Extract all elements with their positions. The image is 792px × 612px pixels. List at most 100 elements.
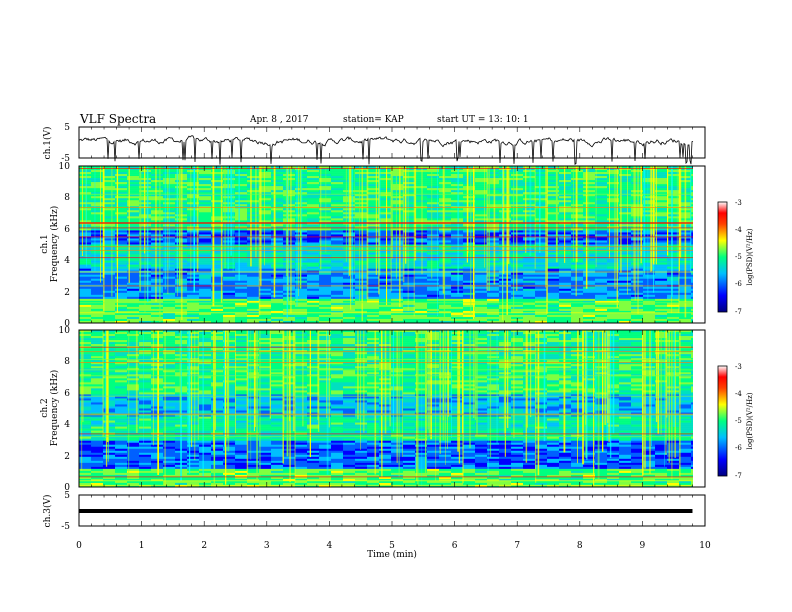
spectrogram-cell — [391, 280, 404, 284]
spectrogram-cell — [187, 186, 200, 189]
spectrogram-cell — [475, 320, 488, 324]
spectrogram-cell — [451, 236, 464, 239]
spectrogram-cell — [127, 190, 140, 193]
spectrogram-cell — [79, 356, 92, 359]
spectrogram-cell — [271, 254, 284, 257]
spectrogram-cell — [403, 232, 416, 235]
spectrogram-cell — [451, 212, 464, 215]
spectrogram-cell — [319, 236, 332, 239]
spectrogram-cell — [91, 300, 104, 304]
spectrogram-cell — [355, 342, 368, 345]
spectrogram-cell — [103, 218, 116, 221]
sferic-streak — [640, 166, 643, 256]
spectrogram-cell — [79, 330, 92, 333]
spectrogram-cell — [367, 330, 380, 333]
spectrogram-cell — [535, 182, 548, 185]
spectrogram-cell — [271, 216, 284, 219]
spectrogram-cell — [259, 238, 272, 241]
spectrogram-cell — [79, 354, 92, 357]
spectrogram-cell — [211, 228, 224, 231]
spectrogram-cell — [103, 178, 116, 181]
spectrogram-cell — [595, 308, 608, 312]
spectrogram-cell — [163, 314, 176, 318]
spectrogram-cell — [187, 300, 200, 304]
spectrogram-cell — [379, 262, 392, 265]
spectrogram-cell — [655, 318, 668, 322]
spectrogram-cell — [367, 350, 380, 353]
spectrogram-cell — [187, 340, 200, 343]
spectrogram-cell — [199, 246, 212, 249]
spectrogram-cell — [559, 274, 572, 277]
spectrogram-cell — [379, 188, 392, 191]
spectrogram-cell — [127, 186, 140, 189]
spectrogram-cell — [499, 292, 512, 296]
spectrogram-cell — [415, 288, 428, 292]
spectrogram-cell — [259, 252, 272, 255]
spectrogram-cell — [427, 166, 440, 169]
spectrogram-cell — [607, 212, 620, 215]
spectrogram-cell — [91, 204, 104, 207]
spectrogram-cell — [91, 200, 104, 203]
spectrogram-cell — [151, 192, 164, 195]
spectrogram-cell — [691, 264, 694, 267]
spectrogram-cell — [559, 268, 572, 271]
spectrogram-cell — [487, 228, 500, 231]
spectrogram-cell — [355, 176, 368, 179]
spectrogram-cell — [247, 344, 260, 347]
spectrogram-cell — [343, 318, 356, 322]
spectrogram-cell — [487, 294, 500, 298]
spectrogram-cell — [607, 166, 620, 169]
spectrogram-cell — [367, 316, 380, 320]
spectrogram-cell — [535, 340, 548, 343]
spectrogram-cell — [79, 190, 92, 193]
spectrogram-cell — [367, 224, 380, 227]
spectrogram-cell — [415, 304, 428, 308]
spectrogram-cell — [259, 356, 272, 359]
narrowband-line — [79, 227, 693, 229]
spectrogram-cell — [259, 248, 272, 251]
sferic-streak — [679, 166, 682, 258]
spectrogram-cell — [319, 340, 332, 343]
spectrogram-cell — [691, 300, 694, 304]
spectrogram-cell — [403, 244, 416, 247]
spectrogram-cell — [583, 312, 596, 316]
spectrogram-cell — [631, 276, 644, 280]
spectrogram-cell — [535, 264, 548, 267]
spectrogram-cell — [199, 172, 212, 175]
spectrogram-cell — [319, 298, 332, 302]
spectrogram-cell — [151, 168, 164, 171]
spectrogram-cell — [163, 302, 176, 306]
spectrogram-cell — [547, 354, 560, 357]
spectrogram-cell — [295, 336, 308, 339]
spectrogram-cell — [667, 310, 680, 314]
spectrogram-cell — [307, 278, 320, 282]
spectrogram-cell — [259, 352, 272, 355]
spectrogram-cell — [607, 196, 620, 199]
spectrogram-cell — [367, 198, 380, 201]
spectrogram-cell — [319, 250, 332, 253]
spectrogram-cell — [223, 288, 236, 292]
spectrogram-cell — [319, 348, 332, 351]
spectrogram-cell — [115, 334, 128, 337]
spectrogram-cell — [451, 282, 464, 286]
spectrogram-cell — [271, 300, 284, 304]
spectrogram-cell — [187, 194, 200, 197]
spectrogram-cell — [355, 294, 368, 298]
spectrogram-cell — [379, 248, 392, 251]
spectrogram-cell — [391, 318, 404, 322]
spectrogram-cell — [619, 348, 632, 351]
spectrogram-cell — [607, 264, 620, 267]
spectrogram-cell — [451, 294, 464, 298]
spectrogram-cell — [259, 166, 272, 169]
spectrogram-cell — [439, 176, 452, 179]
spectrogram-cell — [151, 306, 164, 310]
spectrogram-cell — [667, 264, 680, 267]
spectrogram-cell — [127, 266, 140, 269]
spectrogram-cell — [103, 350, 116, 353]
spectrogram-cell — [307, 252, 320, 255]
spectrogram-cell — [475, 238, 488, 241]
spectrogram-cell — [691, 190, 694, 193]
spectrogram-cell — [451, 208, 464, 211]
spectrogram-cell — [655, 278, 668, 282]
spectrogram-cell — [319, 198, 332, 201]
